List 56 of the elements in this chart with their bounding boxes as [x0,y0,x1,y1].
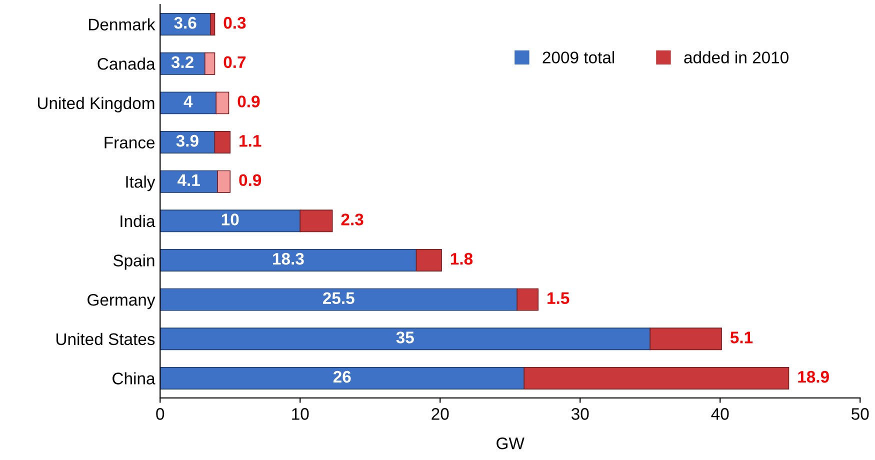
bar [214,131,231,154]
bar [160,249,417,272]
data-label: 0.3 [224,16,246,29]
bar [204,52,216,75]
x-tick-label: 0 [156,408,164,420]
bar [516,288,539,311]
bar [160,170,218,193]
bar [210,13,216,36]
data-label: 3.6 [174,16,196,29]
bar [216,92,230,114]
data-label: 1.1 [240,135,262,147]
data-label: 1.8 [450,252,473,265]
x-tick-label: 50 [852,408,869,420]
data-label: 3.9 [176,134,198,147]
bar [650,328,722,350]
bar [160,210,301,232]
data-label: 5.1 [730,332,753,344]
x-tick-label: 10 [292,408,309,420]
data-label: 0.9 [238,96,260,108]
data-label: 18.3 [273,252,304,265]
data-label: 1.5 [548,292,570,304]
legend-label: added in 2010 [684,51,788,64]
y-tick-label: United Kingdom [38,96,154,112]
data-label: 3.2 [171,56,194,68]
y-tick-label: Italy [126,176,156,192]
bar [416,249,442,272]
data-label: 18.9 [798,370,829,383]
data-label: 2.3 [341,214,364,226]
data-label: 4.1 [177,174,200,186]
x-axis-title: GW [496,437,524,450]
x-tick-label: 40 [711,408,729,420]
data-label: 10 [222,214,239,226]
bar [160,328,651,350]
data-label: 4 [184,96,193,108]
y-tick-label: Denmark [89,18,156,30]
y-tick-label: United States [56,332,155,346]
bar [160,367,525,390]
x-tick-label: 30 [571,408,589,420]
legend-label: 2009 total [542,51,614,64]
data-label: 26 [333,370,351,383]
bar [524,367,790,390]
bar [217,170,231,193]
data-label: 35 [396,332,414,344]
data-label: 0.7 [224,56,246,68]
bar [160,92,217,114]
bar [300,210,333,232]
x-tick-label: 20 [432,408,449,420]
y-tick-label: France [104,136,155,148]
y-tick-label: Germany [88,294,156,310]
y-tick-label: China [112,372,156,384]
data-label: 25.5 [322,292,354,304]
data-label: 0.9 [239,174,262,186]
bar [160,288,518,311]
y-tick-label: Canada [98,58,156,70]
y-tick-label: Spain [113,254,154,270]
y-tick-label: India [120,214,156,228]
